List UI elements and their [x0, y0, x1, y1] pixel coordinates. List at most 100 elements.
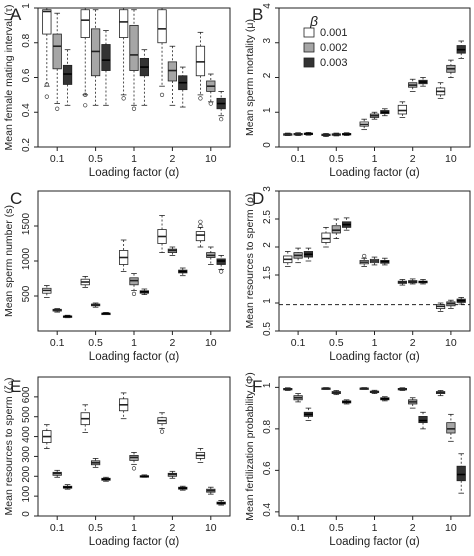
- x-tick-label: 0.1: [291, 337, 306, 349]
- y-tick-label: 0.8: [262, 419, 273, 433]
- y-tick-label: 0.8: [21, 33, 32, 47]
- x-tick-label: 0.1: [291, 522, 306, 534]
- box-iqr: [321, 232, 331, 243]
- box-d-0-1: [321, 226, 331, 248]
- x-tick-label: 0.5: [88, 153, 103, 165]
- x-axis-label: Loading factor (α): [329, 351, 420, 363]
- box-d-1-2: [369, 256, 380, 266]
- x-tick-label: 0.5: [329, 337, 344, 349]
- y-tick-label: 4: [262, 3, 273, 9]
- box-iqr: [42, 9, 52, 35]
- box-b-0-0: [283, 132, 293, 136]
- outlier-point: [121, 96, 126, 101]
- box-e-0-2: [119, 392, 129, 420]
- x-axis-label: Loading factor (α): [329, 167, 420, 179]
- box-b-2-2: [380, 108, 390, 117]
- box-f-2-4: [456, 453, 466, 494]
- outlier-point: [131, 466, 137, 471]
- panel-f: F 0.4 0.6 0.8 1 0.1 0.5 1 2 10 Loading factor (α) M…: [244, 372, 471, 548]
- box-d-0-4: [435, 302, 446, 312]
- box-c-2-0: [62, 314, 73, 319]
- box-c-2-1: [101, 312, 111, 316]
- box-d-2-1: [342, 217, 352, 231]
- y-axis-label: Mean resources to sperm (ρ): [244, 194, 256, 329]
- y-tick-label: 0.2: [21, 138, 32, 152]
- outlier-point: [44, 94, 49, 99]
- box-iqr: [331, 225, 341, 234]
- box-d-2-2: [380, 257, 390, 266]
- y-tick-label: 3: [262, 38, 273, 44]
- x-tick-label: 1: [131, 153, 137, 165]
- x-tick-label: 1: [131, 337, 137, 349]
- y-tick-label: 1000: [21, 247, 32, 270]
- box-b-1-0: [293, 132, 303, 136]
- box-b-2-4: [456, 40, 466, 59]
- x-axis-label: Loading factor (α): [89, 536, 180, 548]
- y-tick-label: 2.5: [262, 210, 273, 224]
- legend-title: β: [309, 13, 318, 29]
- box-e-2-1: [101, 476, 111, 482]
- y-tick-label: 1: [262, 382, 273, 388]
- panel-letter: B: [252, 5, 263, 24]
- plot-frame: [37, 376, 231, 517]
- x-tick-label: 2: [410, 522, 416, 534]
- box-f-1-0: [293, 393, 303, 403]
- box-c-0-0: [42, 285, 52, 298]
- x-tick-label: 0.5: [329, 153, 344, 165]
- box-c-2-4: [216, 254, 226, 274]
- box-iqr: [418, 416, 428, 424]
- y-tick-label: 0: [262, 142, 273, 148]
- legend-label: 0.001: [320, 27, 348, 39]
- panel-e: E 0 100 200 300 400 500 600 0.1 0.5 1 2 10 Loading fa…: [3, 376, 231, 548]
- box-a-0-0: [42, 7, 52, 99]
- y-tick-label: 2: [262, 72, 273, 78]
- box-e-1-0: [52, 469, 62, 478]
- y-tick-label: 3: [262, 186, 273, 192]
- box-a-0-1: [80, 7, 90, 108]
- box-a-1-3: [167, 45, 178, 106]
- y-tick-label: 0.4: [21, 103, 32, 117]
- box-a-2-1: [101, 30, 111, 106]
- y-tick-label: 2: [262, 242, 273, 248]
- x-tick-label: 0.5: [329, 522, 344, 534]
- outlier-point: [208, 101, 213, 106]
- box-f-1-1: [331, 390, 341, 396]
- box-a-2-2: [139, 49, 149, 106]
- box-iqr: [446, 422, 456, 434]
- box-c-1-3: [167, 246, 178, 256]
- box-b-2-0: [303, 132, 314, 136]
- y-axis-label: Mean fertilization probability (Φ): [244, 372, 256, 520]
- box-f-0-4: [435, 390, 446, 397]
- y-tick-label: 1: [21, 3, 32, 9]
- box-a-1-4: [206, 73, 216, 106]
- box-e-0-0: [42, 424, 52, 449]
- x-tick-label: 1: [131, 522, 137, 534]
- legend-label: 0.002: [320, 42, 348, 54]
- box-d-1-0: [293, 247, 303, 264]
- box-e-2-0: [62, 484, 73, 490]
- y-axis-label: Mean sperm mortality (μ): [244, 19, 256, 136]
- box-e-2-3: [178, 485, 188, 491]
- box-b-0-1: [321, 133, 331, 137]
- box-e-1-2: [129, 452, 139, 471]
- box-f-0-2: [359, 387, 369, 390]
- box-d-0-0: [283, 251, 293, 268]
- box-iqr: [195, 231, 206, 242]
- outlier-point: [362, 253, 367, 259]
- y-tick-label: 0.5: [262, 322, 273, 336]
- box-c-0-1: [80, 275, 90, 289]
- x-tick-label: 0.1: [50, 522, 65, 534]
- outlier-point: [44, 82, 49, 87]
- panel-a: A 0.2 0.4 0.6 0.8 1 0.1 0.5 1 2 10 Loading factor (…: [3, 3, 231, 179]
- box-iqr: [101, 44, 111, 71]
- box-b-1-1: [331, 132, 341, 137]
- box-f-0-3: [397, 387, 407, 391]
- box-iqr: [90, 28, 101, 77]
- box-f-2-0: [303, 407, 314, 421]
- panel-letter: C: [10, 189, 22, 208]
- box-b-0-3: [397, 101, 407, 118]
- box-c-2-2: [139, 288, 149, 296]
- box-b-2-3: [418, 77, 428, 87]
- box-e-1-1: [90, 458, 101, 468]
- box-e-0-1: [80, 404, 90, 434]
